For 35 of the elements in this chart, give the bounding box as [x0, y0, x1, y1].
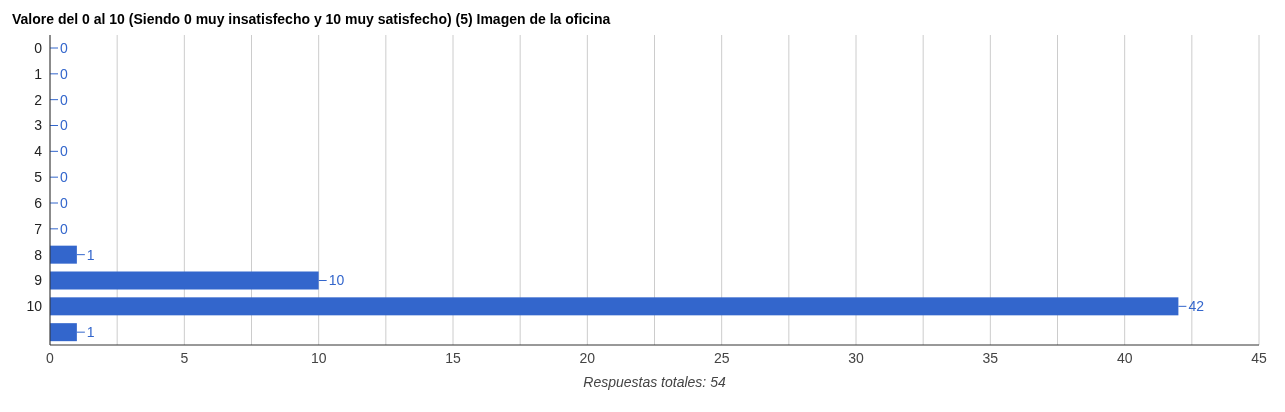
y-tick-label: 8 — [34, 246, 43, 263]
x-tick-label: 20 — [579, 349, 596, 366]
y-tick-label: 0 — [34, 39, 43, 56]
data-label: 10 — [328, 272, 345, 289]
y-tick-label: 6 — [34, 194, 43, 211]
y-tick-label: 7 — [34, 220, 43, 237]
data-label: 0 — [60, 220, 68, 237]
x-tick-label: 30 — [848, 349, 864, 366]
x-tick-label: 25 — [713, 349, 730, 366]
x-tick-label: 5 — [180, 349, 189, 366]
y-tick-label: 2 — [34, 91, 43, 108]
x-tick-label: 40 — [1116, 349, 1133, 366]
x-tick-label: 35 — [982, 349, 999, 366]
y-tick-label: 10 — [26, 298, 43, 315]
y-tick-label: 1 — [34, 65, 43, 82]
chart-title: Valore del 0 al 10 (Siendo 0 muy insatisfecho y 10 muy satisfecho) (5) Imagen de la oficina — [11, 10, 612, 29]
data-label: 0 — [60, 39, 68, 56]
data-label: 0 — [60, 91, 68, 108]
data-label: 1 — [86, 246, 95, 263]
x-axis-title: Respuestas totales: 54 — [583, 374, 726, 390]
x-tick-label: 15 — [445, 349, 461, 366]
data-label: 0 — [60, 117, 68, 134]
y-tick-label: 3 — [34, 117, 43, 134]
data-label: 42 — [1188, 298, 1205, 315]
x-tick-label: 0 — [46, 349, 55, 366]
data-label: 0 — [60, 65, 68, 82]
y-tick-label: 5 — [34, 169, 43, 186]
x-tick-label: 10 — [310, 349, 327, 366]
data-label: 0 — [60, 143, 68, 160]
data-label: 0 — [60, 194, 68, 211]
y-tick-label: 4 — [34, 143, 43, 160]
data-label: 0 — [60, 169, 68, 186]
x-tick-label: 45 — [1251, 349, 1267, 366]
data-label: 1 — [86, 324, 95, 341]
y-tick-label: 9 — [34, 272, 43, 289]
